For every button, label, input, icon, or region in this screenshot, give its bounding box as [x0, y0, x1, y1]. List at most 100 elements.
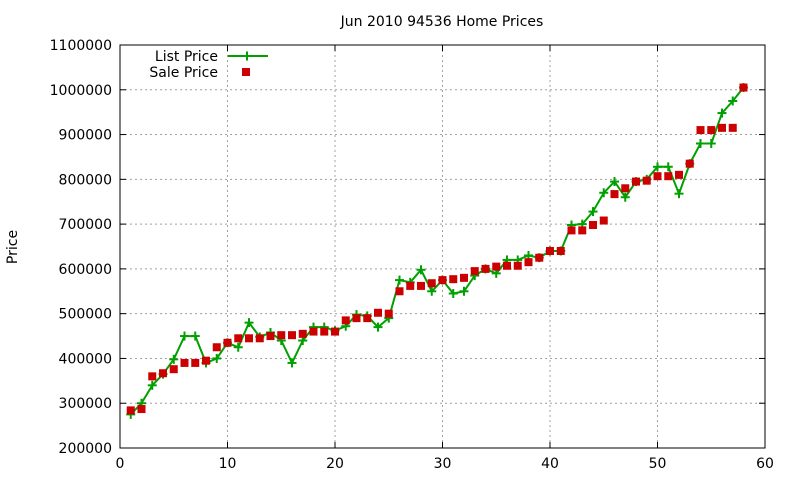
sale-price-point: [460, 273, 468, 282]
y-tick-label: 1100000: [50, 38, 112, 54]
plot-frame: [119, 44, 766, 449]
x-tick-label: 40: [541, 456, 559, 472]
sale-price-point: [642, 176, 651, 185]
sale-price-point: [470, 267, 479, 276]
tick-labels: 0 10 20 30 40 50 60 200000 300000 400000 500000 600…: [50, 38, 774, 472]
list-price-point: [653, 162, 662, 172]
y-tick-label: 900000: [59, 128, 112, 144]
sale-price-point: [266, 332, 275, 341]
sale-price-point: [374, 308, 382, 317]
list-price-point: [244, 318, 254, 328]
list-price-point: [233, 342, 243, 352]
y-tick-label: 400000: [59, 351, 112, 367]
sale-price-point: [513, 261, 522, 270]
sale-price-point: [320, 327, 329, 336]
list-price-point: [147, 380, 157, 390]
list-price-point: [599, 188, 609, 198]
sale-price-point: [535, 253, 544, 262]
list-price-point: [212, 353, 222, 363]
sale-price-point: [288, 331, 296, 340]
x-tick-label: 50: [649, 456, 667, 472]
sale-price-point: [395, 287, 404, 296]
list-price-line: [130, 86, 745, 416]
sale-price-point: [567, 226, 576, 235]
sale-price-point: [223, 338, 232, 347]
sale-price-point: [492, 262, 501, 271]
sale-price-point: [578, 226, 587, 235]
sale-price-point: [384, 309, 393, 318]
list-price-point: [728, 96, 738, 106]
sale-price-point: [449, 275, 458, 284]
sale-price-point: [406, 281, 415, 290]
list-price-point: [427, 286, 437, 296]
series-layer: [126, 83, 748, 419]
sale-price-point: [255, 334, 264, 343]
list-price-point: [663, 162, 673, 172]
list-price-point: [448, 289, 458, 299]
legend-cross-sample: [242, 51, 252, 61]
sale-price-point: [546, 246, 554, 255]
list-price-point: [674, 189, 684, 199]
sale-price-point: [363, 314, 372, 323]
sale-price-point: [621, 184, 630, 193]
y-tick-label: 200000: [59, 441, 112, 457]
sale-price-point: [718, 123, 726, 132]
sale-price-point: [610, 190, 619, 199]
sale-price-point: [148, 372, 157, 381]
list-price-point: [610, 177, 619, 187]
list-price-point: [180, 331, 189, 341]
sale-price-point: [427, 279, 436, 288]
x-tick-label: 10: [219, 456, 237, 472]
sale-price-point: [524, 258, 533, 267]
sale-price-point: [599, 216, 608, 225]
y-tick-label: 600000: [59, 262, 112, 278]
list-price-point: [588, 207, 598, 217]
sale-price-point: [696, 126, 705, 135]
sale-price-point: [169, 365, 178, 374]
sale-price-point: [191, 358, 200, 367]
list-price-point: [620, 192, 630, 202]
grid-lines: [120, 45, 765, 448]
y-tick-label: 1000000: [50, 83, 112, 99]
sale-price-point: [309, 327, 318, 336]
sale-price-point: [438, 276, 447, 285]
y-tick-label: 700000: [59, 217, 112, 233]
sale-price-point: [653, 172, 662, 181]
sale-price-point: [277, 331, 286, 340]
sale-price-point: [159, 369, 167, 378]
list-price-point: [459, 286, 469, 296]
sale-price-point: [137, 405, 146, 414]
list-price-point: [373, 322, 383, 332]
list-price-point: [696, 139, 705, 149]
list-price-point: [395, 275, 404, 285]
list-price-point: [169, 354, 179, 364]
y-tick-label: 300000: [59, 396, 112, 412]
y-tick-label: 500000: [59, 307, 112, 323]
sale-price-point: [664, 172, 673, 181]
sale-price-point: [180, 358, 189, 367]
list-price-point: [416, 265, 426, 275]
list-price-point: [190, 331, 200, 341]
sale-price-point: [126, 406, 135, 415]
sale-price-point: [728, 123, 737, 132]
legend-square-sample: [242, 68, 250, 76]
list-price-point: [717, 108, 727, 118]
sale-price-point: [202, 356, 210, 365]
sale-price-point: [556, 246, 565, 255]
y-axis-label: Price: [5, 230, 21, 264]
x-tick-label: 30: [434, 456, 452, 472]
sale-price-point: [298, 329, 307, 338]
sale-price-point: [685, 159, 694, 168]
sale-price-point: [331, 327, 339, 336]
sale-price-point: [675, 170, 683, 179]
sale-price-point: [352, 314, 361, 323]
legend-label: Sale Price: [149, 65, 218, 81]
sale-price-point: [212, 343, 221, 352]
sale-price-point: [417, 281, 425, 290]
list-price-point: [706, 139, 716, 149]
list-price-point: [287, 358, 297, 368]
sale-price-point: [341, 316, 350, 325]
sale-price-point: [632, 177, 640, 186]
